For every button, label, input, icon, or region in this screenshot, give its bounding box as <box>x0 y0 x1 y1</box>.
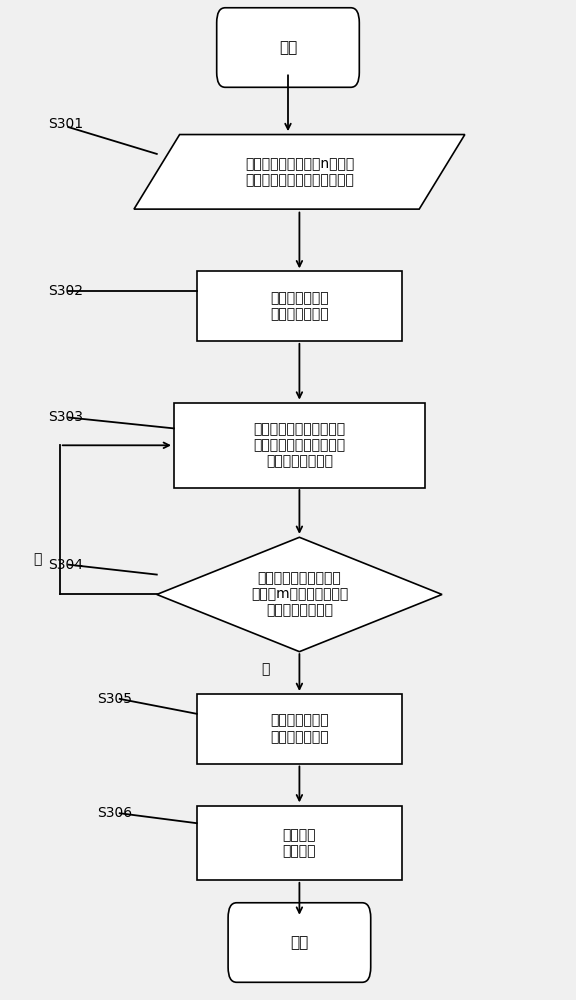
Text: 将所确定的子索
引作为子索引集: 将所确定的子索 引作为子索引集 <box>270 291 329 321</box>
Text: S303: S303 <box>48 410 84 424</box>
FancyBboxPatch shape <box>197 806 402 880</box>
Text: 开始: 开始 <box>279 40 297 55</box>
Text: 将找到的子索引
加入子索引集中: 将找到的子索引 加入子索引集中 <box>270 714 329 744</box>
FancyBboxPatch shape <box>197 694 402 764</box>
Text: S301: S301 <box>48 117 84 131</box>
Text: S304: S304 <box>48 558 84 572</box>
Text: S302: S302 <box>48 284 84 298</box>
Polygon shape <box>157 537 442 652</box>
Text: 在剩余的子索引中找到
不少于m个的尺寸符合预
定条件的子索引？: 在剩余的子索引中找到 不少于m个的尺寸符合预 定条件的子索引？ <box>251 571 348 618</box>
Polygon shape <box>134 135 465 209</box>
FancyBboxPatch shape <box>217 8 359 87</box>
Text: 否: 否 <box>33 553 41 567</box>
Text: 对子索引
进行合并: 对子索引 进行合并 <box>283 828 316 858</box>
Text: 计算如果对子索引集中的
子索引进行合并将会获得
的新子索引的尺寸: 计算如果对子索引集中的 子索引进行合并将会获得 的新子索引的尺寸 <box>253 422 346 469</box>
Text: S306: S306 <box>97 806 132 820</box>
Text: S305: S305 <box>97 692 132 706</box>
FancyBboxPatch shape <box>228 903 371 982</box>
Text: 结束: 结束 <box>290 935 309 950</box>
Text: 是: 是 <box>261 662 270 676</box>
Text: 确定是否存在不少于n个的尺
寸符合预定合并条件的子索引: 确定是否存在不少于n个的尺 寸符合预定合并条件的子索引 <box>245 157 354 187</box>
FancyBboxPatch shape <box>174 403 425 488</box>
FancyBboxPatch shape <box>197 271 402 341</box>
